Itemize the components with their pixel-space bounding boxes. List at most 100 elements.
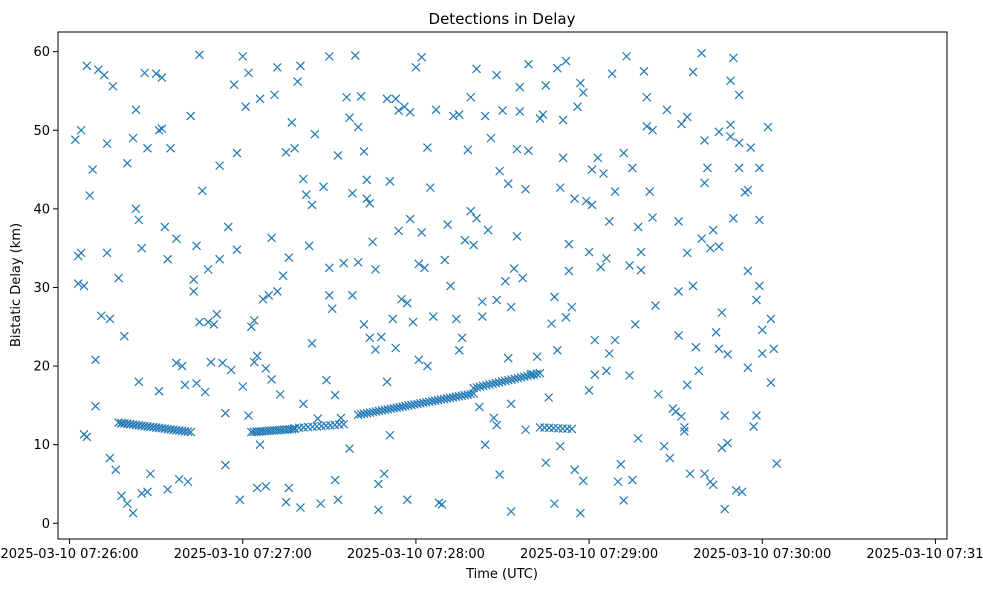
data-point — [688, 67, 698, 77]
data-point — [313, 414, 323, 424]
data-point — [82, 61, 92, 71]
data-point — [766, 314, 776, 324]
data-point — [373, 505, 383, 515]
data-point — [642, 92, 652, 102]
data-point — [480, 440, 490, 450]
data-point — [697, 234, 707, 244]
data-point — [555, 441, 565, 451]
data-point — [616, 459, 626, 469]
data-point — [105, 453, 115, 463]
data-point — [298, 174, 308, 184]
data-point — [96, 311, 106, 321]
data-point — [397, 294, 406, 304]
data-point — [238, 51, 248, 61]
data-point — [752, 411, 761, 421]
data-point — [677, 411, 686, 421]
data-point — [353, 122, 363, 132]
data-point — [509, 264, 519, 274]
data-point — [483, 225, 493, 235]
data-point — [734, 90, 744, 100]
y-tick-label: 0 — [42, 517, 50, 532]
data-point — [307, 338, 317, 348]
data-point — [405, 107, 415, 117]
data-point — [451, 314, 461, 324]
data-point — [394, 226, 404, 236]
data-point — [385, 430, 395, 440]
data-point — [203, 317, 213, 327]
data-point — [88, 165, 98, 174]
data-point — [466, 92, 476, 102]
data-point — [345, 444, 354, 454]
data-point — [714, 127, 724, 137]
data-point — [752, 295, 761, 305]
data-point — [128, 133, 138, 143]
data-point — [731, 485, 741, 495]
y-tick-label: 30 — [33, 281, 50, 296]
data-point — [350, 51, 360, 61]
data-point — [166, 143, 175, 153]
data-point — [134, 215, 144, 225]
data-point — [720, 411, 730, 421]
data-point — [70, 135, 80, 145]
data-point — [754, 163, 764, 173]
data-point — [391, 343, 401, 353]
data-point — [73, 279, 83, 288]
data-point — [174, 474, 184, 484]
data-point — [131, 105, 141, 115]
data-point — [772, 459, 782, 468]
data-point — [691, 342, 701, 352]
data-point — [581, 196, 591, 206]
data-point — [186, 111, 196, 121]
x-tick-label: 2025-03-10 07:28:00 — [347, 547, 485, 562]
data-point — [604, 349, 614, 358]
data-point — [630, 319, 640, 329]
y-tick-label: 60 — [33, 45, 50, 60]
data-point — [102, 248, 112, 258]
data-point — [134, 377, 144, 387]
data-point — [726, 76, 735, 86]
data-point — [694, 366, 704, 376]
data-point — [584, 247, 594, 257]
data-point — [157, 73, 167, 83]
data-point — [561, 312, 571, 322]
data-point — [746, 143, 756, 152]
data-point — [267, 375, 277, 384]
data-point — [275, 389, 285, 399]
data-point — [434, 498, 444, 508]
data-point — [301, 190, 311, 200]
x-tick-label: 2025-03-10 07:31:00 — [866, 547, 983, 562]
data-point — [498, 106, 507, 116]
data-point — [743, 266, 753, 276]
data-point — [619, 496, 629, 505]
data-point — [368, 237, 378, 247]
data-point — [171, 358, 181, 368]
data-point — [76, 125, 86, 135]
data-point — [443, 220, 453, 230]
data-point — [576, 508, 585, 518]
data-point — [506, 302, 516, 312]
data-point — [284, 253, 294, 263]
data-point — [287, 424, 297, 434]
x-tick-label: 2025-03-10 07:29:00 — [520, 547, 658, 562]
data-point — [402, 298, 412, 308]
data-point — [584, 386, 594, 395]
data-point — [307, 200, 317, 210]
data-point — [261, 481, 271, 491]
data-point — [665, 453, 675, 463]
data-point — [711, 327, 721, 337]
data-point — [353, 257, 363, 267]
data-point — [122, 499, 132, 509]
data-point — [524, 146, 533, 156]
data-point — [677, 119, 686, 129]
data-point — [272, 286, 282, 296]
data-point — [192, 378, 201, 388]
data-point — [578, 88, 588, 97]
data-point — [460, 235, 470, 245]
data-point — [492, 420, 502, 430]
data-point — [143, 143, 152, 153]
data-point — [137, 243, 147, 253]
data-point — [547, 319, 556, 329]
data-point — [200, 387, 210, 397]
data-point — [472, 213, 481, 223]
